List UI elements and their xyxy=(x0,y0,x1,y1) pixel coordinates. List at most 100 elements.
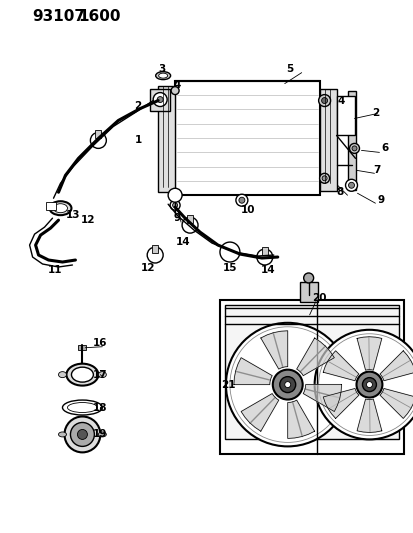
Text: 12: 12 xyxy=(140,263,155,273)
Text: 10: 10 xyxy=(240,205,254,215)
Text: 16: 16 xyxy=(93,338,107,348)
Polygon shape xyxy=(379,389,413,418)
Circle shape xyxy=(366,382,372,387)
Circle shape xyxy=(157,96,163,102)
Polygon shape xyxy=(287,400,314,439)
Text: 18: 18 xyxy=(93,402,107,413)
Text: 4: 4 xyxy=(337,95,344,106)
Circle shape xyxy=(225,323,349,447)
Polygon shape xyxy=(323,351,358,381)
Circle shape xyxy=(318,334,413,435)
Circle shape xyxy=(238,197,244,203)
Ellipse shape xyxy=(53,204,67,213)
Text: 5: 5 xyxy=(285,63,293,74)
Circle shape xyxy=(272,370,302,400)
Bar xyxy=(347,91,355,190)
Bar xyxy=(78,345,86,350)
Circle shape xyxy=(147,247,163,263)
Text: 1600: 1600 xyxy=(78,10,121,25)
Bar xyxy=(219,300,404,454)
Polygon shape xyxy=(233,358,271,385)
Bar xyxy=(158,86,175,192)
Polygon shape xyxy=(303,385,341,411)
Circle shape xyxy=(256,249,272,265)
Polygon shape xyxy=(379,351,413,381)
Circle shape xyxy=(348,182,354,188)
Text: 7: 7 xyxy=(373,165,380,175)
Text: 1: 1 xyxy=(134,135,142,146)
Ellipse shape xyxy=(58,372,66,377)
Polygon shape xyxy=(260,331,287,369)
Bar xyxy=(187,215,192,223)
Circle shape xyxy=(362,377,375,392)
Circle shape xyxy=(303,273,313,283)
Circle shape xyxy=(279,377,295,393)
Ellipse shape xyxy=(62,400,102,415)
Text: 11: 11 xyxy=(48,265,63,275)
Text: 9: 9 xyxy=(173,213,180,223)
Text: 93107: 93107 xyxy=(33,10,85,25)
Circle shape xyxy=(345,179,357,191)
Bar xyxy=(175,80,319,195)
Bar xyxy=(299,282,317,302)
Bar xyxy=(319,88,336,191)
Ellipse shape xyxy=(66,364,98,385)
Circle shape xyxy=(182,217,197,233)
Text: 2: 2 xyxy=(134,101,142,110)
Ellipse shape xyxy=(67,402,97,413)
Text: 17: 17 xyxy=(93,370,107,379)
Circle shape xyxy=(219,242,239,262)
Text: 12: 12 xyxy=(81,215,95,225)
Text: 15: 15 xyxy=(222,263,237,273)
Circle shape xyxy=(314,330,413,439)
Circle shape xyxy=(77,430,87,439)
Circle shape xyxy=(349,143,358,154)
Circle shape xyxy=(229,327,345,442)
Circle shape xyxy=(64,416,100,453)
Bar xyxy=(152,245,158,253)
Bar xyxy=(336,95,354,135)
Circle shape xyxy=(321,98,327,103)
Bar xyxy=(261,247,267,255)
Text: 9: 9 xyxy=(377,195,384,205)
Polygon shape xyxy=(240,393,278,431)
Circle shape xyxy=(168,188,182,202)
Text: 4: 4 xyxy=(173,79,180,90)
Circle shape xyxy=(319,173,329,183)
Bar xyxy=(45,202,55,210)
Ellipse shape xyxy=(50,201,71,215)
Circle shape xyxy=(170,200,180,210)
Polygon shape xyxy=(323,389,358,418)
Circle shape xyxy=(90,133,106,148)
Ellipse shape xyxy=(71,367,93,382)
Circle shape xyxy=(321,176,326,181)
Bar xyxy=(224,305,399,439)
Ellipse shape xyxy=(158,73,167,78)
Ellipse shape xyxy=(58,432,66,437)
Text: 21: 21 xyxy=(220,379,235,390)
Text: 8: 8 xyxy=(335,187,342,197)
Polygon shape xyxy=(356,399,381,432)
Circle shape xyxy=(171,86,179,94)
Polygon shape xyxy=(356,337,381,370)
Text: 6: 6 xyxy=(381,143,388,154)
Text: 19: 19 xyxy=(93,430,107,439)
Circle shape xyxy=(356,372,382,398)
Text: 13: 13 xyxy=(66,210,81,220)
Circle shape xyxy=(235,194,247,206)
Circle shape xyxy=(284,382,290,387)
Text: 14: 14 xyxy=(260,265,275,275)
Polygon shape xyxy=(296,338,334,376)
Ellipse shape xyxy=(155,71,170,79)
Text: 14: 14 xyxy=(176,237,190,247)
Circle shape xyxy=(351,146,356,151)
Bar xyxy=(150,88,170,110)
Bar xyxy=(95,131,101,139)
Ellipse shape xyxy=(98,432,106,437)
Circle shape xyxy=(172,203,177,208)
Circle shape xyxy=(70,423,94,447)
Text: 2: 2 xyxy=(371,108,378,117)
Circle shape xyxy=(318,94,330,107)
Ellipse shape xyxy=(98,372,106,377)
Text: 20: 20 xyxy=(312,293,326,303)
